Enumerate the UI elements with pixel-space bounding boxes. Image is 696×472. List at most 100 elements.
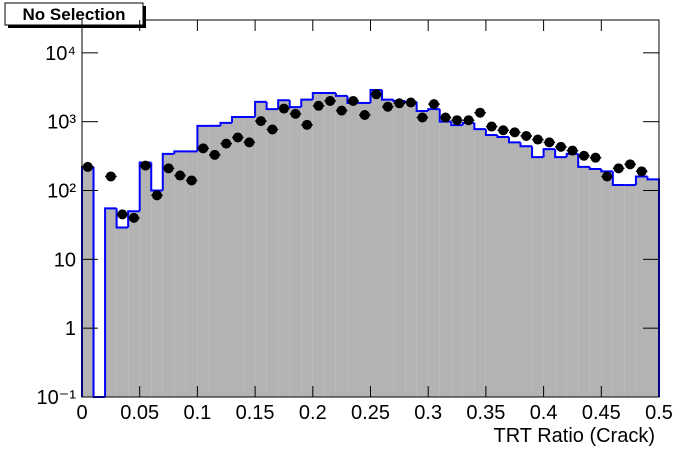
histogram-bar (497, 136, 509, 398)
histogram-bar (485, 135, 498, 397)
histogram-outline (150, 162, 163, 192)
histogram-outline (254, 100, 267, 117)
data-point (440, 112, 451, 123)
histogram-bar (439, 121, 452, 397)
histogram-outline (577, 153, 590, 168)
data-point (82, 161, 93, 172)
data-point (105, 171, 116, 182)
histogram-bar (635, 176, 648, 397)
y-tick-label: 10³ (47, 112, 76, 134)
histogram-outline (484, 129, 498, 137)
histogram-outline (219, 121, 233, 126)
data-point (590, 152, 601, 163)
data-point (198, 143, 209, 154)
histogram-bar (508, 142, 521, 397)
data-point (244, 137, 255, 148)
data-point (636, 166, 647, 177)
histogram-bar (462, 122, 475, 397)
histogram-bar (278, 100, 290, 398)
histogram-bar (451, 125, 463, 397)
data-point (394, 98, 405, 109)
histogram-outline (381, 90, 394, 101)
data-point (382, 101, 393, 112)
data-point (417, 112, 428, 123)
histogram-bar (532, 157, 544, 397)
histogram-outline (496, 135, 509, 138)
histogram-bar (243, 116, 256, 398)
histogram-bar (520, 146, 533, 397)
data-point (602, 171, 613, 182)
data-point (290, 108, 301, 119)
y-tick-label: 10⁻¹ (37, 387, 77, 409)
data-point (117, 209, 128, 220)
y-tick-label: 1 (65, 318, 76, 340)
histogram-bar (105, 208, 117, 397)
histogram-bar (601, 171, 613, 397)
x-tick-label: 0 (76, 402, 87, 424)
x-tick-label: 0.15 (236, 402, 275, 424)
x-tick-label: 0.05 (120, 402, 159, 424)
data-point (209, 149, 220, 160)
histogram-bar (589, 169, 602, 397)
histogram-bar (335, 95, 348, 397)
x-tick-label: 0.2 (299, 402, 327, 424)
data-point (313, 100, 324, 111)
histogram-outline (161, 152, 175, 191)
histogram-bar (647, 179, 659, 397)
histogram-bar (255, 101, 267, 397)
histogram-bar (185, 151, 198, 397)
histogram-bar (578, 166, 590, 397)
x-axis-title: TRT Ratio (Crack) (493, 425, 655, 447)
title-box (4, 2, 144, 26)
data-point (625, 159, 636, 170)
histogram-outline (473, 122, 486, 131)
histogram-bar (358, 102, 371, 397)
data-point (498, 125, 509, 136)
histogram-bar (128, 211, 140, 397)
y-tick-label: 10 (54, 249, 76, 271)
histogram-outline (519, 142, 533, 148)
data-point (267, 124, 278, 135)
histogram-bar (612, 185, 625, 397)
x-tick-label: 0.5 (645, 402, 673, 424)
data-point (463, 115, 474, 126)
data-point (428, 99, 439, 110)
data-point (532, 134, 543, 145)
histogram-bar (312, 92, 325, 397)
histogram-outline (531, 146, 544, 159)
histogram-bar (555, 157, 567, 397)
data-point (152, 190, 163, 201)
data-point (555, 141, 566, 152)
histogram-bar (151, 190, 163, 397)
data-point (278, 103, 289, 114)
data-point (302, 119, 313, 130)
histogram-outline (104, 207, 117, 397)
histogram-outline (542, 148, 556, 158)
histogram-bar (405, 101, 417, 397)
histogram-bar (116, 227, 129, 397)
histogram-outline (127, 210, 140, 228)
histogram-outline (634, 175, 648, 186)
data-point (578, 150, 589, 161)
data-point (336, 105, 347, 116)
data-point (521, 130, 532, 141)
histogram-outline (288, 100, 302, 109)
histogram-bar (428, 109, 440, 398)
y-tick-label: 10² (47, 181, 76, 203)
histogram-outline (196, 124, 209, 152)
histogram-bar (220, 122, 233, 397)
plot-area (81, 89, 660, 398)
data-point (255, 116, 266, 127)
histogram-outline (554, 149, 567, 159)
x-tick-label: 0.25 (351, 402, 390, 424)
histogram-bar (474, 129, 486, 397)
data-point (475, 107, 486, 118)
histogram-outline (334, 92, 348, 97)
x-tick-label: 0.4 (530, 402, 558, 424)
histogram-outline (507, 136, 521, 144)
histogram-bar (174, 151, 186, 397)
histogram-bar (416, 110, 429, 397)
histogram-bar (289, 107, 302, 398)
data-point (325, 95, 336, 106)
